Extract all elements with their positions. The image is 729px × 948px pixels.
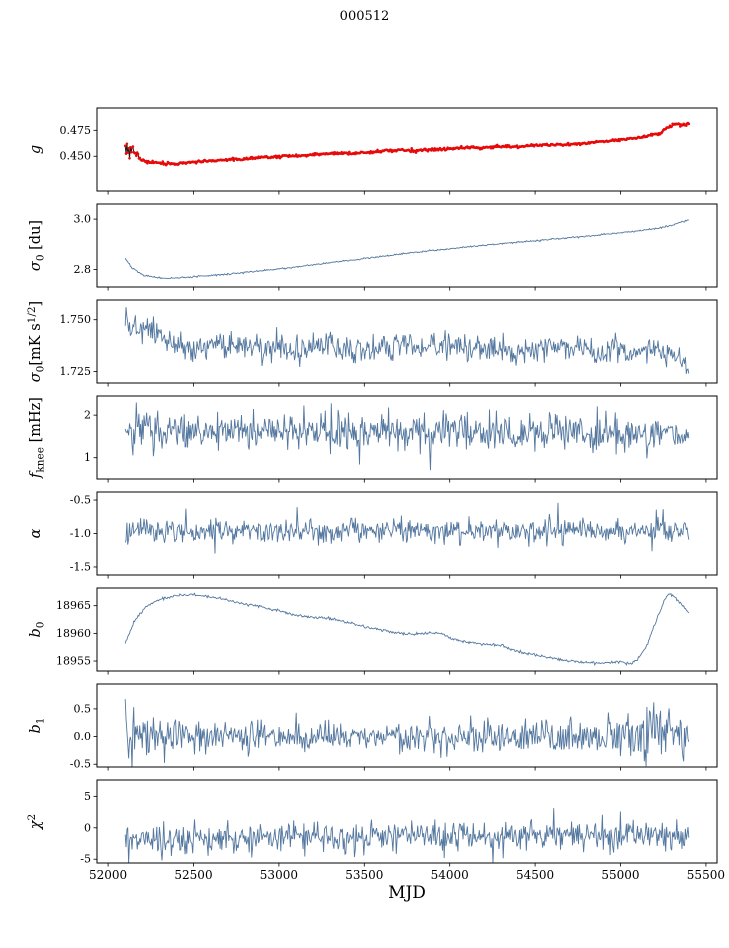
axes-frame xyxy=(96,395,718,480)
y-tick-label: 0.450 xyxy=(60,150,92,163)
g-series xyxy=(123,121,691,167)
y-tick-label: 3.0 xyxy=(74,213,92,226)
y-axis-label-sigma0-mks: σ0[mK s1/2] xyxy=(26,301,47,382)
x-tick-label: 53500 xyxy=(345,868,383,882)
y-axis-label-b1: b1 xyxy=(28,718,47,734)
y-tick-label: 18960 xyxy=(56,627,91,640)
y-tick-label: 18955 xyxy=(56,655,91,668)
y-tick-label: 0.475 xyxy=(60,124,92,137)
y-tick-label: 1.725 xyxy=(60,365,92,378)
panel-fknee: 1 2 fknee [mHz] xyxy=(28,395,718,483)
sigma0-mks-series xyxy=(124,307,690,374)
chi2-series xyxy=(124,808,690,863)
y-axis-label-fknee: fknee [mHz] xyxy=(28,397,47,479)
axes-frame xyxy=(96,491,718,576)
panel-sigma0-mks: 1.725 1.750 σ0[mK s1/2] xyxy=(26,299,718,387)
y-tick-label: 0 xyxy=(84,821,91,834)
y-tick-label: -0.5 xyxy=(70,758,91,771)
x-tick-label: 52000 xyxy=(89,868,127,882)
y-tick-label: 2.8 xyxy=(74,263,92,276)
x-tick-label: 55000 xyxy=(601,868,639,882)
y-axis-label-sigma0-du: σ0 [du] xyxy=(28,220,47,271)
sigma0-du-series xyxy=(124,219,689,280)
axes-frame xyxy=(96,683,718,768)
b0-series xyxy=(124,592,690,667)
y-tick-label: 2 xyxy=(84,409,91,422)
x-tick-label: 53000 xyxy=(260,868,298,882)
x-tick-label: 54000 xyxy=(431,868,469,882)
y-tick-label: 0.0 xyxy=(74,730,92,743)
axes-frame xyxy=(96,203,718,288)
x-tick-label: 55500 xyxy=(687,868,725,882)
y-tick-label: -0.5 xyxy=(70,494,91,507)
y-tick-label: -5 xyxy=(80,853,91,866)
y-tick-label: -1.5 xyxy=(70,560,91,573)
x-tick-label: 52500 xyxy=(174,868,212,882)
y-axis-label-b0: b0 xyxy=(28,622,47,638)
y-axis-label-alpha: α xyxy=(28,528,44,538)
axes-frame xyxy=(96,779,718,864)
panel-b0: 18955 18960 18965 b0 xyxy=(28,587,718,675)
panel-alpha: -1.5 -1.0 -0.5 α xyxy=(28,491,718,579)
axes-frame xyxy=(96,587,718,672)
y-tick-label: -1.0 xyxy=(70,527,91,540)
figure-title: 000512 xyxy=(339,9,390,24)
y-tick-label: 1 xyxy=(84,451,91,464)
y-tick-label: 18965 xyxy=(56,599,91,612)
panel-b1: -0.5 0.0 0.5 b1 xyxy=(28,683,718,771)
alpha-series xyxy=(124,502,690,554)
panel-sigma0-du: 2.8 3.0 σ0 [du] xyxy=(28,203,718,291)
panel-chi2: -5 0 5 52000 52500 53000 53500 54000 54500 55000 5… xyxy=(26,779,725,882)
b1-series xyxy=(124,699,690,767)
y-axis-label-chi2: χ2 xyxy=(26,814,44,830)
axes-frame xyxy=(96,107,718,192)
axes-frame xyxy=(96,299,718,384)
x-tick-label: 54500 xyxy=(516,868,554,882)
y-tick-label: 1.750 xyxy=(60,313,92,326)
y-tick-label: 0.5 xyxy=(74,702,92,715)
panel-g: 0.450 0.475 g xyxy=(28,107,718,195)
x-axis-label: MJD xyxy=(388,883,426,903)
fknee-series xyxy=(124,402,690,471)
y-tick-label: 5 xyxy=(84,790,91,803)
g-series-markers xyxy=(123,121,691,167)
y-axis-label-g: g xyxy=(28,145,44,154)
